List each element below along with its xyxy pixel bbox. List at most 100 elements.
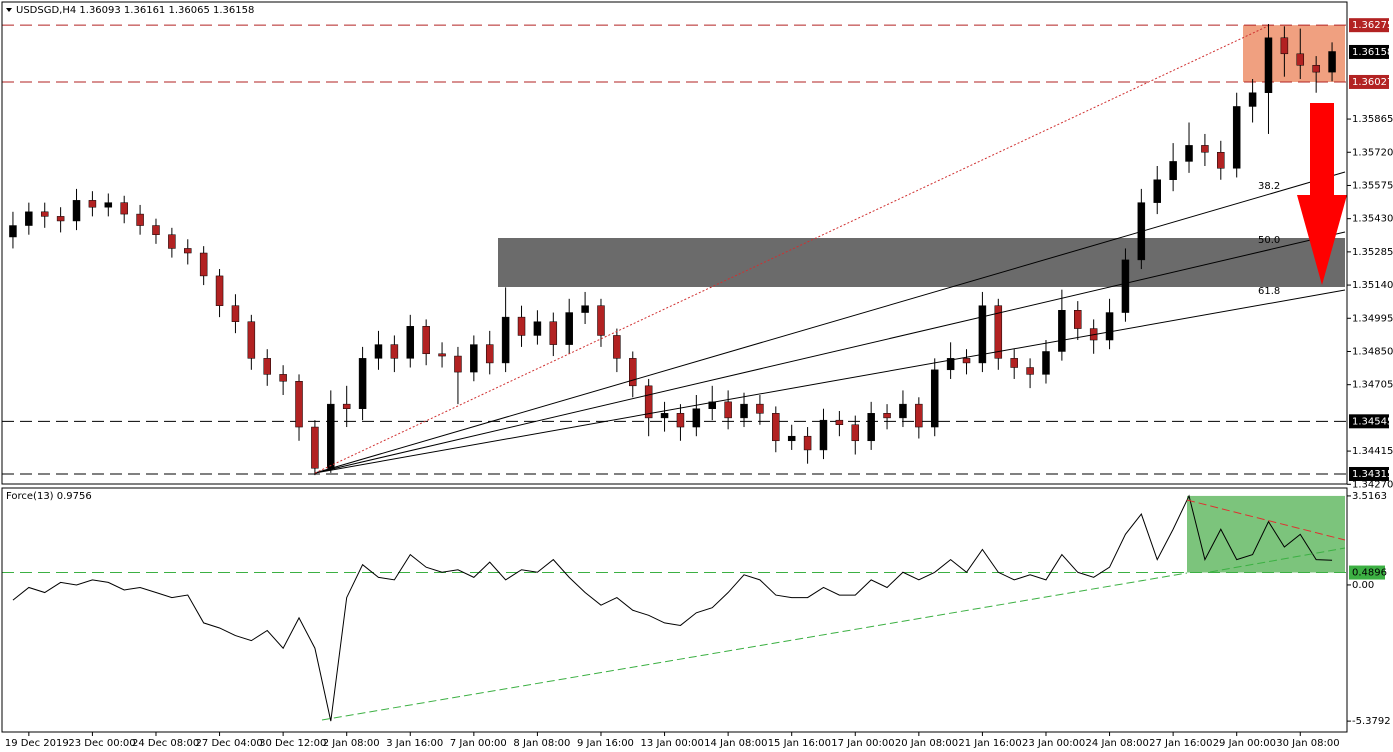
candle-body <box>1201 145 1209 153</box>
candle-body <box>994 305 1003 359</box>
y-tick-label: 1.35865 <box>1352 114 1393 125</box>
x-tick-label: 27 Dec 04:00 <box>196 738 263 749</box>
indicator-panel <box>2 494 1347 722</box>
chart-title: USDSGD,H4 1.36093 1.36161 1.36065 1.3615… <box>16 5 254 16</box>
candle-body <box>851 424 860 442</box>
candle-body <box>787 435 796 442</box>
candle-body <box>803 435 812 451</box>
candle-body <box>978 305 987 364</box>
y-tick-label: -5.3792 <box>1352 716 1391 727</box>
indicator-drawings <box>321 499 1346 721</box>
x-tick-label: 29 Jan 00:00 <box>1213 738 1276 749</box>
fan-line <box>314 289 1346 474</box>
candle-body <box>1296 53 1305 66</box>
y-tick-label: 1.34270 <box>1352 479 1393 490</box>
candle-body <box>88 200 97 208</box>
candle-body <box>406 326 415 359</box>
level-label-box <box>1349 74 1389 89</box>
y-tick-label: 1.34995 <box>1352 313 1393 324</box>
x-tick-label: 23 Dec 00:00 <box>68 738 135 749</box>
candle-body <box>327 403 335 469</box>
fib-label: 61.8 <box>1258 286 1280 297</box>
candle-body <box>199 252 208 277</box>
x-tick-label: 23 Jan 00:00 <box>1022 738 1085 749</box>
candle-body <box>72 200 81 222</box>
candle-body <box>930 369 939 428</box>
candle-body <box>56 216 65 222</box>
x-tick-label: 20 Jan 08:00 <box>895 738 958 749</box>
x-tick-label: 24 Dec 08:00 <box>132 738 199 749</box>
gray-zone <box>498 238 1345 287</box>
candle-body <box>231 305 240 322</box>
candle-body <box>1121 259 1130 313</box>
x-tick-label: 8 Jan 08:00 <box>513 738 570 749</box>
x-tick-label: 15 Jan 16:00 <box>768 738 831 749</box>
candle-body <box>9 225 17 238</box>
drawings-under <box>498 25 1345 287</box>
resistance-zone <box>1243 25 1345 82</box>
candle-body <box>279 374 287 382</box>
y-tick-label: 1.34415 <box>1352 446 1393 457</box>
candle-body <box>263 358 271 375</box>
candle-body <box>1328 51 1336 73</box>
candle-body <box>374 344 383 359</box>
candle-body <box>215 275 224 306</box>
candle-body <box>565 312 573 345</box>
candle-body <box>120 202 128 215</box>
x-tick-label: 13 Jan 00:00 <box>641 738 704 749</box>
y-tick-label: 1.35575 <box>1352 180 1393 191</box>
y-tick-label: 0.00 <box>1352 580 1374 591</box>
menu-triangle[interactable] <box>6 8 12 12</box>
x-tick-label: 19 Dec 2019 <box>5 738 69 749</box>
level-label: 1.34545 <box>1352 416 1393 427</box>
candle-body <box>962 358 971 364</box>
candle-body <box>40 211 49 217</box>
down-arrow <box>1297 103 1347 285</box>
candle-body <box>1312 64 1320 73</box>
level-label: 1.34315 <box>1352 469 1393 480</box>
x-tick-label: 14 Jan 08:00 <box>704 738 767 749</box>
level-label: 1.36027 <box>1352 77 1393 88</box>
candle-body <box>613 335 621 359</box>
trend-line <box>321 572 1188 721</box>
candle-body <box>581 305 589 313</box>
candle-body <box>152 225 160 235</box>
x-tick-label: 9 Jan 16:00 <box>577 738 634 749</box>
candle-body <box>676 413 685 428</box>
candle-body <box>1264 37 1273 93</box>
y-tick-label: 1.35430 <box>1352 214 1393 225</box>
candle-body <box>1217 152 1225 169</box>
candle-body <box>549 321 558 345</box>
candle-body <box>899 403 907 419</box>
level-label-box <box>1349 466 1389 481</box>
candle-body <box>883 413 891 419</box>
fan-line <box>314 171 1346 474</box>
candle-body <box>168 234 176 249</box>
candle-body <box>247 321 256 359</box>
candle-body <box>915 403 923 428</box>
candle-body <box>104 202 113 208</box>
level-label-box <box>1349 414 1389 429</box>
indicator-title: Force(13) 0.9756 <box>6 491 92 502</box>
candle-body <box>517 316 526 336</box>
x-tick-label: 7 Jan 00:00 <box>450 738 507 749</box>
candle-body <box>501 316 510 364</box>
candle-body <box>1026 367 1034 375</box>
candle-body <box>835 419 844 426</box>
x-tick-label: 2 Jan 08:00 <box>323 738 380 749</box>
x-tick-label: 21 Jan 16:00 <box>958 738 1021 749</box>
level-label-box <box>1349 18 1389 33</box>
candle-body <box>644 385 653 419</box>
candle-body <box>342 403 351 409</box>
x-tick-label: 3 Jan 16:00 <box>386 738 443 749</box>
trend-line <box>1186 499 1346 541</box>
level-label-box <box>1349 565 1385 580</box>
candle-body <box>819 419 828 451</box>
candle-body <box>692 408 701 428</box>
candle-body <box>470 344 478 373</box>
candle-body <box>772 413 780 442</box>
candle-body <box>358 358 367 409</box>
candle-body <box>1105 312 1114 341</box>
y-tick-label: 1.35285 <box>1352 247 1393 258</box>
candle-body <box>295 380 303 428</box>
